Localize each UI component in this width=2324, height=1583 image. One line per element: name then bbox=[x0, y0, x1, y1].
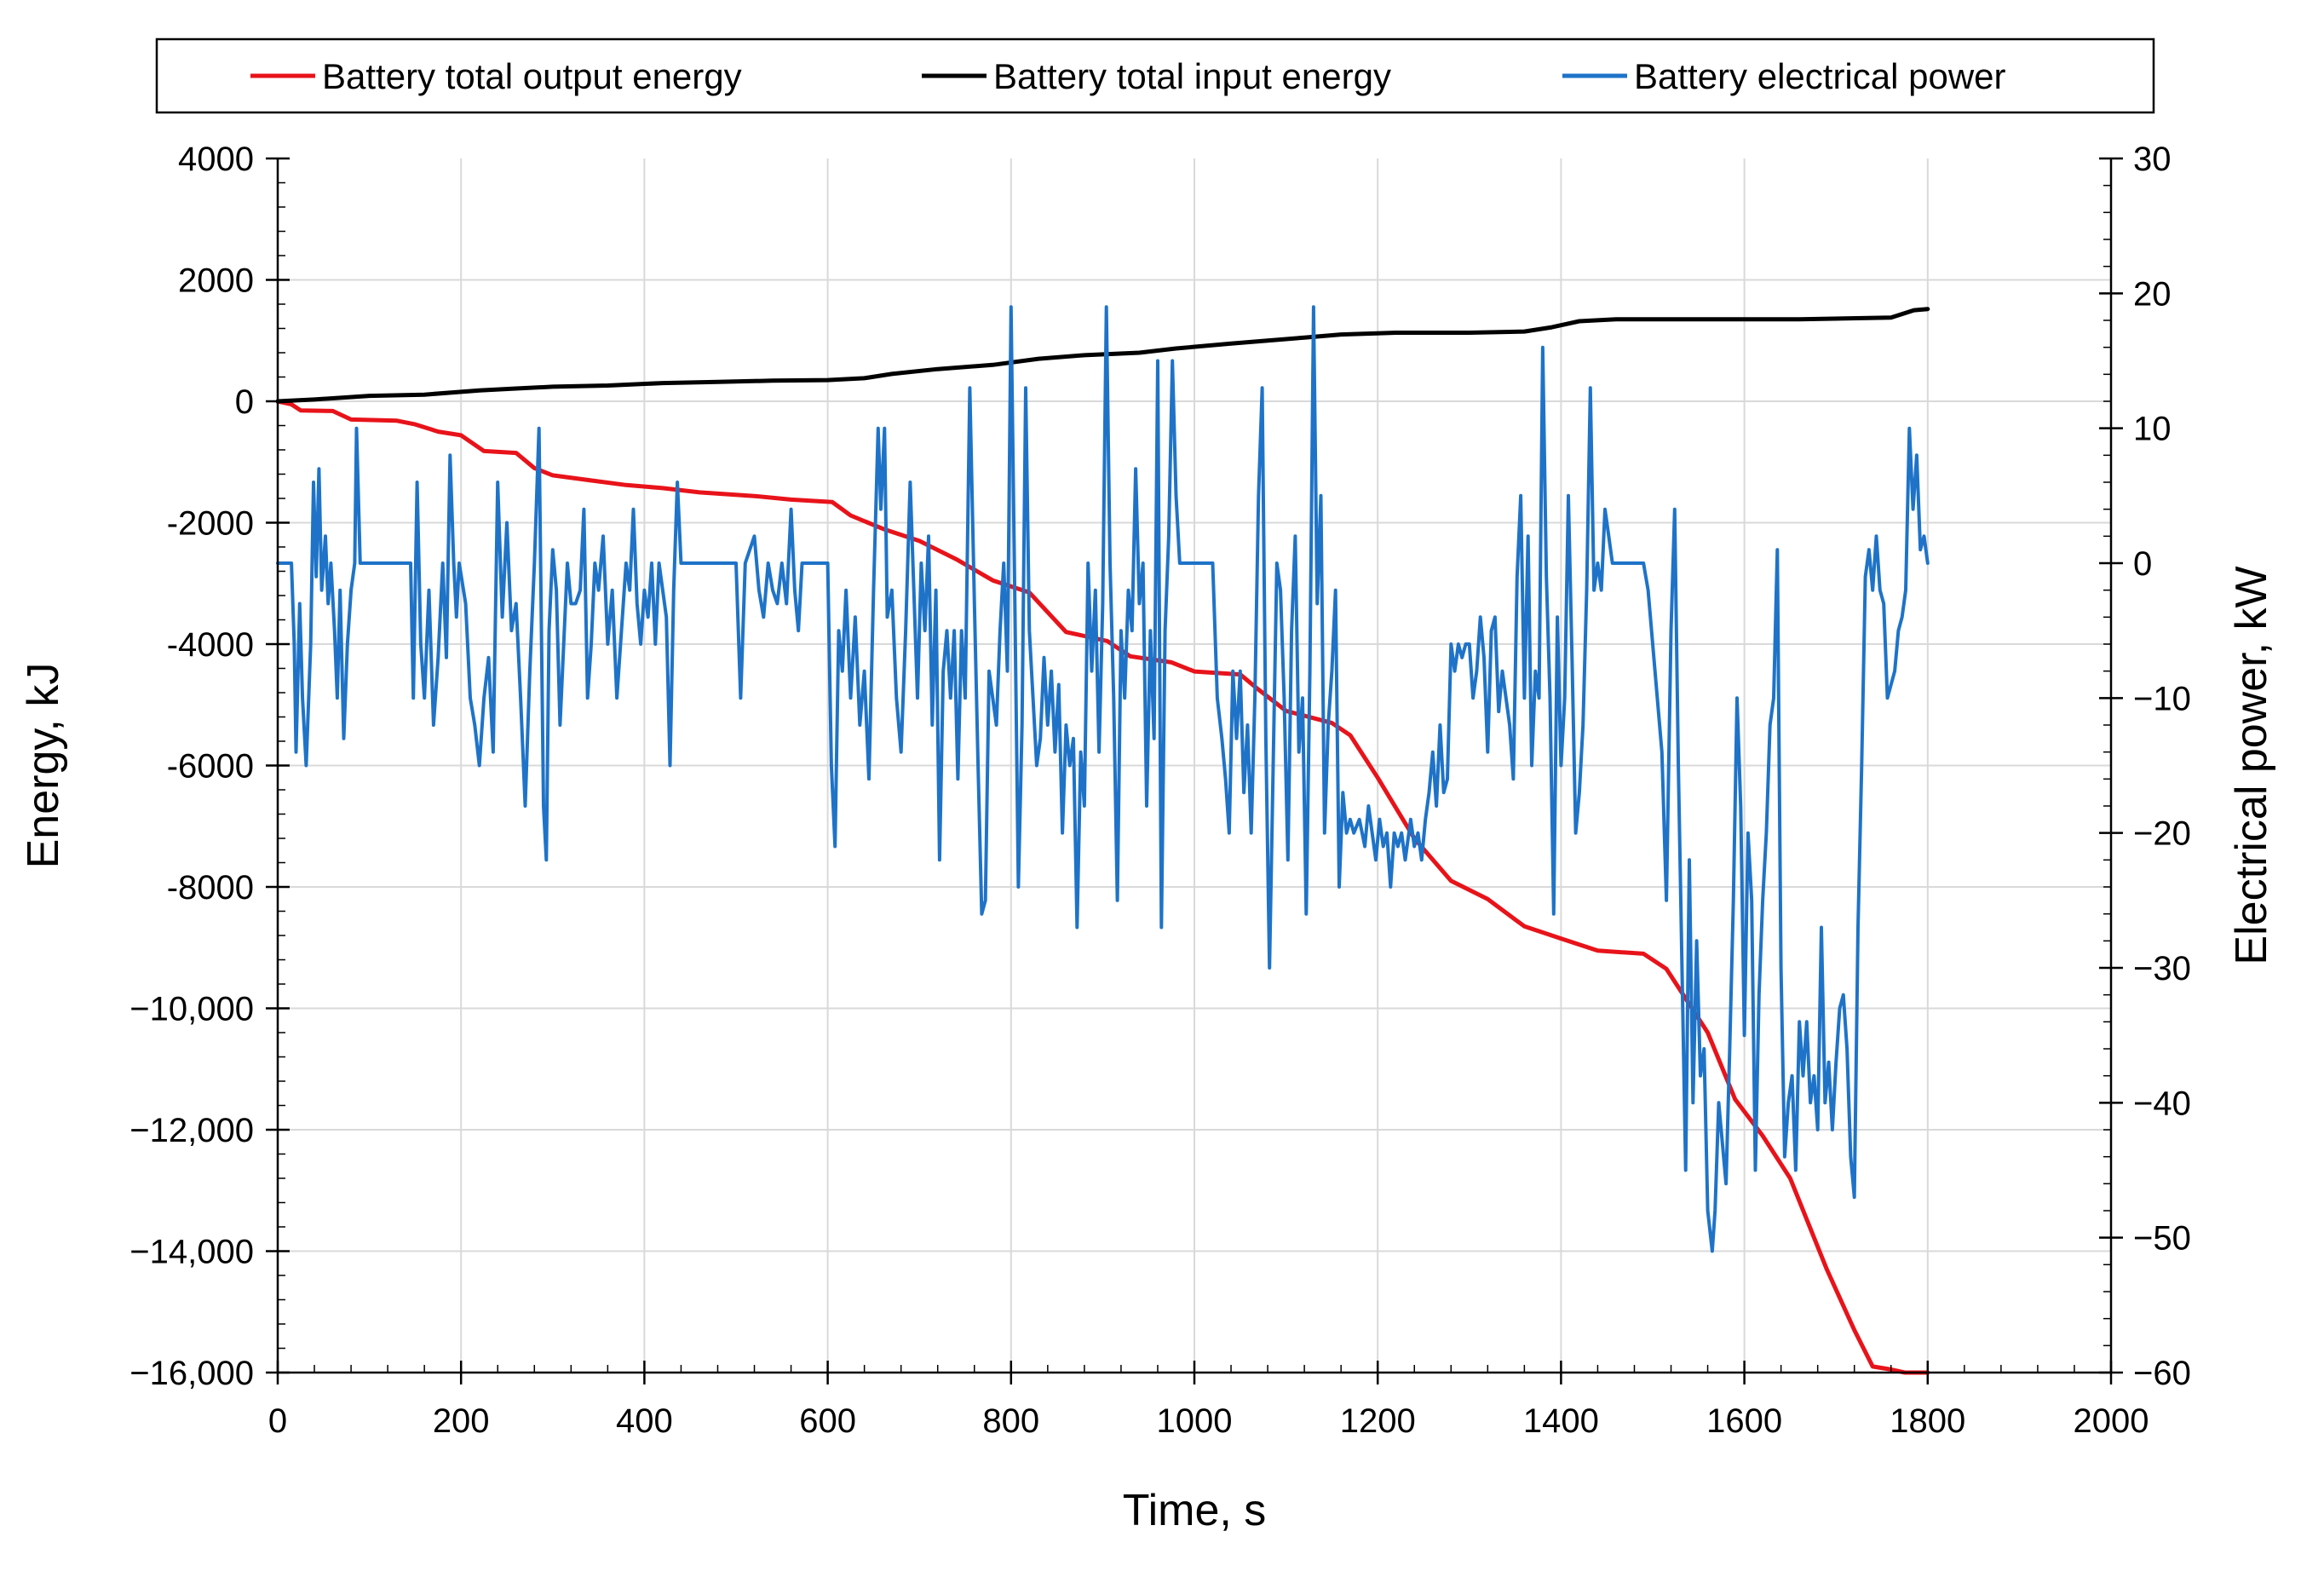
legend: Battery total output energy Battery tota… bbox=[155, 37, 2155, 114]
y-right-tick-label: −20 bbox=[2133, 815, 2191, 853]
y-right-tick-label: −50 bbox=[2133, 1220, 2191, 1258]
x-tick-label: 2000 bbox=[2074, 1402, 2149, 1440]
x-tick-label: 1200 bbox=[1340, 1402, 1416, 1440]
x-tick-label: 400 bbox=[616, 1402, 673, 1440]
legend-label-input-energy: Battery total input energy bbox=[993, 56, 1391, 96]
x-tick-label: 1600 bbox=[1706, 1402, 1782, 1440]
y-right-tick-label: −60 bbox=[2133, 1355, 2191, 1392]
x-tick-label: 1400 bbox=[1523, 1402, 1599, 1440]
y-left-tick-label: 2000 bbox=[178, 262, 254, 300]
legend-label-electrical-power: Battery electrical power bbox=[1634, 56, 2006, 96]
y-left-tick-label: 4000 bbox=[178, 141, 254, 178]
axes bbox=[266, 157, 2123, 1384]
y-left-tick-label: −12,000 bbox=[129, 1112, 254, 1149]
y-right-tick-label: 10 bbox=[2133, 411, 2172, 448]
x-tick-label: 200 bbox=[433, 1402, 490, 1440]
grid bbox=[278, 158, 2111, 1373]
x-tick-label: 600 bbox=[799, 1402, 856, 1440]
y-left-tick-label: −14,000 bbox=[129, 1234, 254, 1271]
x-tick-label: 0 bbox=[268, 1402, 287, 1440]
x-tick-label: 1000 bbox=[1157, 1402, 1233, 1440]
legend-box bbox=[155, 37, 2155, 114]
electrical-power-line bbox=[276, 305, 1930, 1253]
y-right-axis-title: Electrical power, kW bbox=[2227, 566, 2276, 964]
y-left-tick-label: 0 bbox=[235, 383, 254, 421]
output-energy-line bbox=[275, 399, 1930, 1375]
y-left-tick-label: -6000 bbox=[167, 748, 254, 786]
y-right-tick-label: 20 bbox=[2133, 275, 2172, 313]
y-right-tick-label: −10 bbox=[2133, 680, 2191, 717]
y-left-tick-label: -4000 bbox=[167, 626, 254, 664]
legend-label-output-energy: Battery total output energy bbox=[322, 56, 742, 96]
y-left-tick-label: -2000 bbox=[167, 505, 254, 543]
y-left-tick-label: −16,000 bbox=[129, 1355, 254, 1392]
y-right-tick-label: −40 bbox=[2133, 1085, 2191, 1122]
y-left-tick-label: −10,000 bbox=[129, 991, 254, 1028]
input-energy-line bbox=[275, 307, 1930, 404]
y-left-tick-label: -8000 bbox=[167, 869, 254, 907]
y-right-tick-label: −30 bbox=[2133, 950, 2191, 987]
tick-labels: 400020000-2000-4000-6000-8000−10,000−12,… bbox=[129, 141, 2191, 1440]
y-left-axis-title: Energy, kJ bbox=[19, 663, 68, 869]
series-layer bbox=[275, 305, 1930, 1375]
y-right-tick-label: 0 bbox=[2133, 545, 2152, 583]
x-tick-label: 1800 bbox=[1890, 1402, 1965, 1440]
y-right-tick-label: 30 bbox=[2133, 141, 2172, 178]
x-axis-title: Time, s bbox=[1123, 1486, 1267, 1535]
x-tick-label: 800 bbox=[982, 1402, 1039, 1440]
